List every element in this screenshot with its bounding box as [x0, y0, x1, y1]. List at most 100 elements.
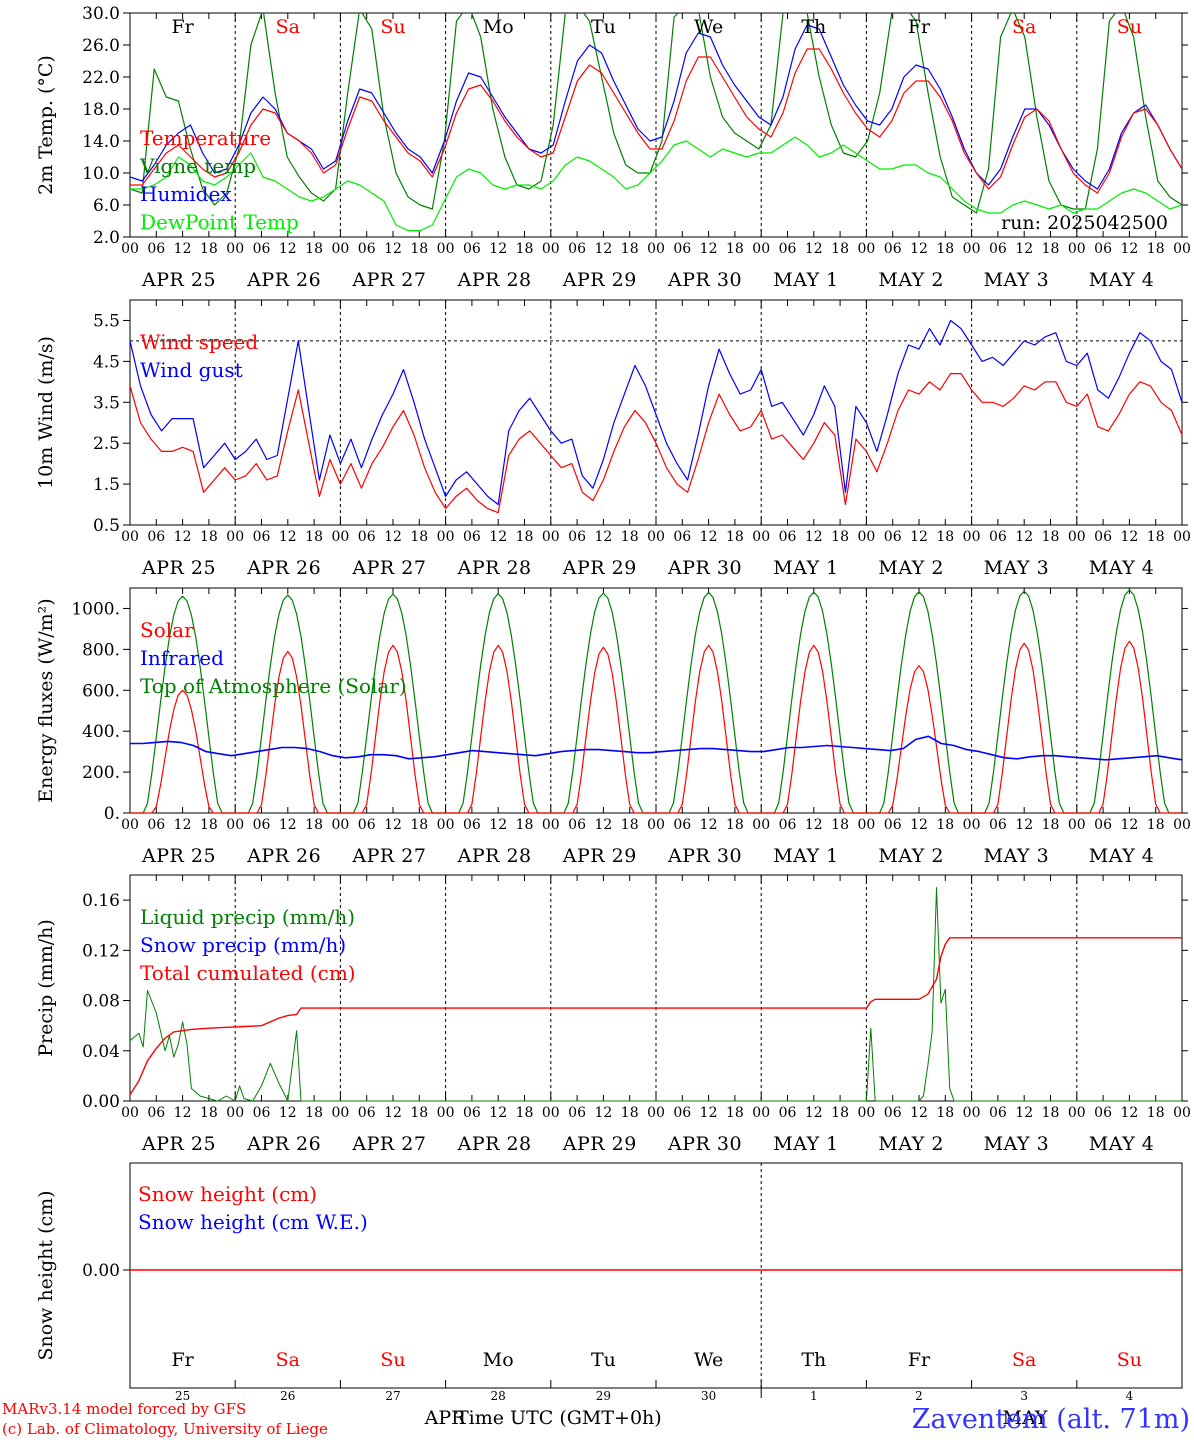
legend-entry: Snow height (cm): [138, 1182, 317, 1206]
hour-tick-label: 12: [910, 1105, 928, 1121]
legend-entry: Top of Atmosphere (Solar): [140, 674, 407, 698]
hour-tick-label: 18: [1147, 241, 1165, 257]
hour-tick-label: 06: [779, 817, 797, 833]
hour-tick-label: 06: [673, 817, 691, 833]
y-tick-label: 18.0: [82, 100, 120, 120]
hour-tick-label: 12: [174, 817, 192, 833]
hour-tick-label: 06: [989, 241, 1007, 257]
day-name: Sa: [276, 16, 300, 38]
hour-tick-label: 00: [437, 817, 455, 833]
date-label: APR 29: [562, 269, 637, 291]
hour-tick-label: 12: [805, 241, 823, 257]
hour-tick-label: 18: [516, 241, 534, 257]
hour-tick-label: 06: [884, 241, 902, 257]
hour-tick-label: 18: [305, 529, 323, 545]
bottom-day-number: 29: [596, 1389, 611, 1403]
date-label: MAY 4: [1089, 557, 1155, 579]
date-label: APR 25: [141, 845, 216, 867]
bottom-day-number: 1: [810, 1389, 818, 1403]
hour-tick-label: 18: [621, 817, 639, 833]
hour-tick-label: 18: [726, 241, 744, 257]
hour-tick-label: 18: [621, 529, 639, 545]
bottom-day-number: 3: [1020, 1389, 1028, 1403]
day-name: Fr: [171, 16, 194, 38]
bottom-day-name: Su: [380, 1349, 405, 1371]
hour-tick-label: 00: [226, 1105, 244, 1121]
hour-tick-label: 06: [147, 1105, 165, 1121]
date-label: MAY 1: [773, 269, 839, 291]
hour-tick-label: 12: [1120, 817, 1138, 833]
hour-tick-label: 06: [779, 1105, 797, 1121]
date-label: MAY 3: [984, 1133, 1050, 1155]
hour-tick-label: 06: [253, 241, 271, 257]
hour-tick-label: 18: [200, 529, 218, 545]
y-tick-label: 4.5: [93, 352, 120, 372]
y-axis-label: Energy fluxes (W/m²): [35, 598, 57, 802]
day-name: We: [694, 16, 723, 38]
hour-tick-label: 12: [489, 1105, 507, 1121]
date-label: APR 26: [246, 845, 321, 867]
legend-entry: Temperature: [140, 126, 271, 150]
hour-tick-label: 06: [673, 241, 691, 257]
hour-tick-label: 18: [1147, 1105, 1165, 1121]
date-label: MAY 2: [878, 269, 944, 291]
hour-tick-label: 18: [410, 1105, 428, 1121]
day-name: Su: [380, 16, 405, 38]
hour-tick-label: 06: [884, 1105, 902, 1121]
hour-tick-label: 06: [253, 1105, 271, 1121]
plot-frame: [129, 12, 1183, 238]
bottom-day-name: We: [694, 1349, 723, 1371]
date-label: APR 25: [141, 557, 216, 579]
hour-tick-label: 12: [910, 241, 928, 257]
hour-tick-label: 18: [831, 1105, 849, 1121]
hour-tick-label: 18: [305, 1105, 323, 1121]
hour-tick-label: 00: [963, 817, 981, 833]
plot-frame: [129, 587, 1183, 814]
hour-tick-label: 00: [963, 529, 981, 545]
hour-tick-label: 00: [542, 1105, 560, 1121]
day-name: Sa: [1012, 16, 1036, 38]
plot-frame: [129, 299, 1183, 526]
hour-tick-label: 18: [516, 529, 534, 545]
day-name: Fr: [908, 16, 931, 38]
hour-tick-label: 18: [410, 241, 428, 257]
hour-tick-label: 12: [594, 241, 612, 257]
bottom-day-name: Su: [1117, 1349, 1142, 1371]
legend-entry: Wind gust: [140, 358, 243, 382]
date-label: MAY 4: [1089, 1133, 1155, 1155]
hour-tick-label: 00: [1068, 241, 1086, 257]
series-line-toa: [130, 589, 1182, 814]
hour-tick-label: 12: [1015, 817, 1033, 833]
hour-tick-label: 00: [331, 241, 349, 257]
hour-tick-label: 06: [884, 529, 902, 545]
hour-tick-label: 06: [463, 529, 481, 545]
hour-tick-label: 06: [1094, 1105, 1112, 1121]
hour-tick-label: 00: [647, 1105, 665, 1121]
y-tick-label: 1000.: [71, 599, 120, 619]
hour-tick-label: 00: [752, 817, 770, 833]
wind-panel: 00 06 12 18 00 06 12 18 00 06 12 18 00 06 12 18 00 06 12 18…: [35, 299, 1191, 579]
hour-tick-label: 00: [542, 241, 560, 257]
hour-tick-label: 00: [542, 529, 560, 545]
y-tick-label: 0.00: [82, 1261, 120, 1281]
hour-tick-label: 00: [542, 817, 560, 833]
hour-tick-label: 18: [1042, 817, 1060, 833]
hour-tick-label: 12: [384, 241, 402, 257]
hour-tick-label: 12: [384, 817, 402, 833]
date-label: MAY 2: [878, 1133, 944, 1155]
hour-tick-label: 18: [936, 241, 954, 257]
hour-tick-label: 00: [121, 529, 139, 545]
hour-tick-label: 18: [305, 817, 323, 833]
y-tick-label: 0.08: [82, 992, 120, 1012]
y-tick-label: 26.0: [82, 36, 120, 56]
hour-tick-label: 00: [331, 529, 349, 545]
hour-tick-label: 06: [147, 817, 165, 833]
hour-tick-label: 06: [568, 1105, 586, 1121]
y-tick-label: 22.0: [82, 68, 120, 88]
date-label: MAY 3: [984, 557, 1050, 579]
legend-entry: Wind speed: [140, 330, 258, 354]
series-line-2: [130, 24, 1182, 190]
hour-tick-label: 18: [200, 817, 218, 833]
hour-tick-label: 18: [936, 817, 954, 833]
hour-tick-label: 12: [1015, 241, 1033, 257]
